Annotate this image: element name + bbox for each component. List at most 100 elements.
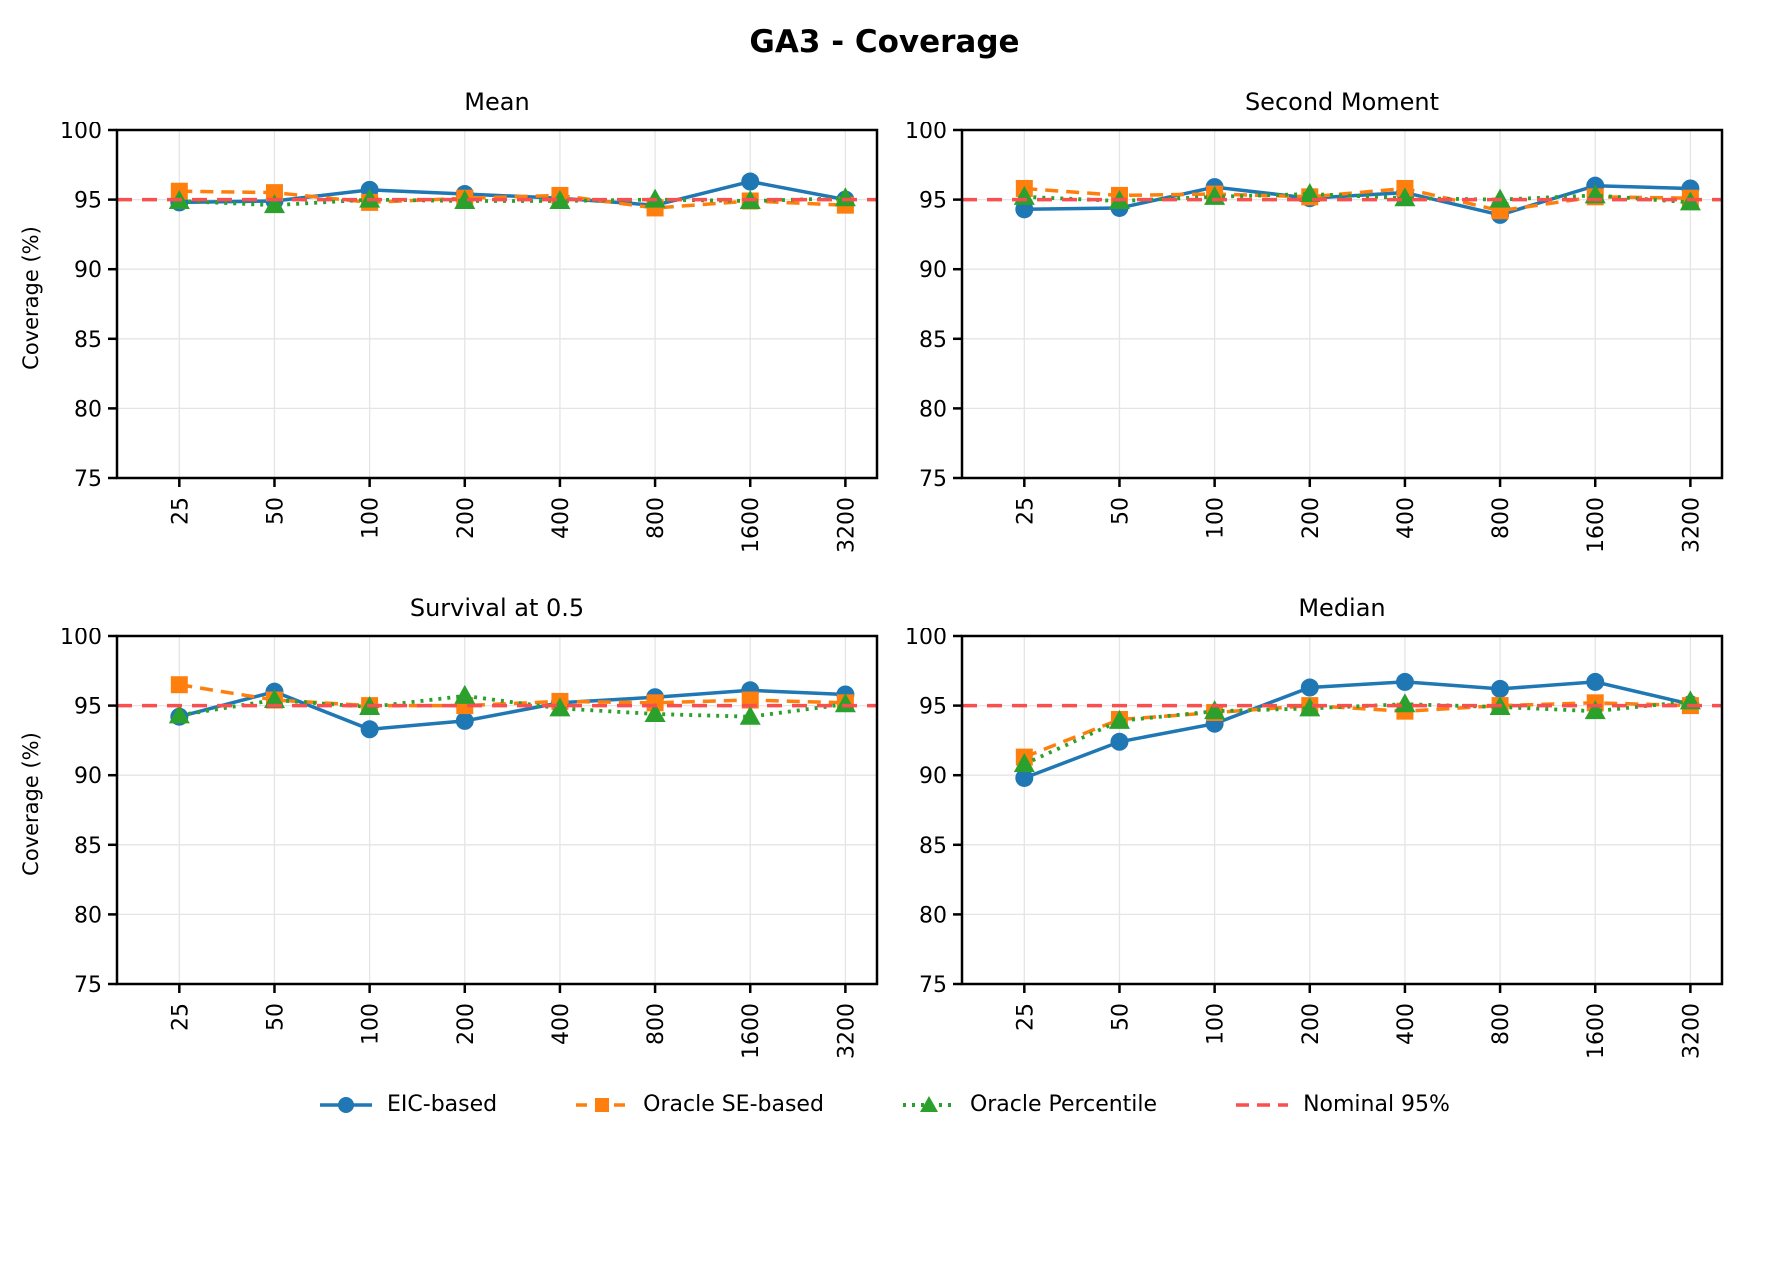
chart-canvas-second-moment: 75 80 85 90 95 100 25 50 100 200 400 800 1600 3200 <box>905 119 1724 553</box>
x-tick-label: 25 <box>168 497 193 525</box>
chart-canvas-median: 75 80 85 90 95 100 25 50 100 200 400 800 1600 3200 <box>905 625 1724 1059</box>
y-tick-label: 95 <box>74 189 102 214</box>
circle-marker-icon <box>1300 678 1319 697</box>
nominal-dashed-swatch-icon <box>1236 1102 1289 1107</box>
legend-item-se: Oracle SE-based <box>575 1092 824 1117</box>
y-tick-label: 75 <box>74 467 102 492</box>
x-tick-label: 25 <box>1013 497 1038 525</box>
square-marker-icon <box>265 184 283 202</box>
y-axis-label-row2-cell: Coverage (%) <box>10 594 52 1074</box>
y-tick-label: 80 <box>919 903 947 928</box>
triangle-marker-icon <box>263 689 285 709</box>
x-tick-label: 3200 <box>1679 1003 1704 1059</box>
triangle-marker-icon <box>1108 709 1130 729</box>
series-eic <box>1015 672 1700 787</box>
chart-median: Median 75 80 85 90 95 100 25 50 100 200 400 800 1600… <box>897 594 1742 1074</box>
x-tick-label: 400 <box>1394 497 1419 539</box>
x-tick-label: 100 <box>1204 1003 1229 1045</box>
chart-survival: Survival at 0.5 75 80 85 90 95 100 25 50 100 200 4… <box>52 594 897 1074</box>
pct-dotted-triangle-swatch-icon <box>902 1095 955 1112</box>
y-axis-label: Coverage (%) <box>19 732 44 876</box>
y-tick-label: 100 <box>905 122 947 144</box>
y-tick-label: 75 <box>74 973 102 998</box>
series-pct-line <box>178 693 846 719</box>
y-tick-label: 80 <box>74 397 102 422</box>
y-tick-label: 95 <box>919 695 947 720</box>
triangle-marker-icon <box>1299 697 1321 717</box>
circle-marker-icon <box>1491 679 1510 698</box>
y-tick-label: 80 <box>919 397 947 422</box>
triangle-marker-icon <box>739 705 761 725</box>
charts-grid: Coverage (%) Mean 75 80 85 90 95 100 25 50 100 20… <box>10 88 1769 1074</box>
eic-line-circle-swatch-icon <box>320 1096 373 1113</box>
triangle-marker-icon <box>263 194 285 214</box>
circle-marker-icon <box>338 1096 355 1113</box>
series-eic-line <box>178 688 846 732</box>
x-tick-label: 200 <box>1299 497 1324 539</box>
y-axis-label-row1-cell: Coverage (%) <box>10 88 52 568</box>
legend-label-se: Oracle SE-based <box>643 1092 824 1117</box>
triangle-marker-icon <box>834 693 856 713</box>
y-tick-label: 85 <box>74 328 102 353</box>
chart-title-median: Median <box>1298 594 1386 622</box>
x-tick-label: 25 <box>168 1003 193 1031</box>
triangle-marker-icon <box>549 189 571 209</box>
x-tick-label: 1600 <box>739 497 764 553</box>
triangle-marker-icon <box>1584 700 1606 720</box>
series-se-line <box>1024 186 1691 213</box>
y-tick-label: 100 <box>60 122 102 144</box>
series-eic-line <box>1023 680 1691 780</box>
triangle-marker-icon <box>1204 700 1226 720</box>
circle-marker-icon <box>455 711 474 730</box>
x-tick-label: 3200 <box>834 497 859 553</box>
series-pct-line <box>1023 699 1691 766</box>
legend-item-eic: EIC-based <box>319 1092 497 1117</box>
chart-title-mean: Mean <box>464 88 530 116</box>
y-tick-label: 85 <box>919 328 947 353</box>
circle-marker-icon <box>360 720 379 739</box>
triangle-marker-icon <box>919 1095 938 1112</box>
triangle-marker-icon <box>168 704 190 724</box>
chart-mean: Mean 75 80 85 90 95 100 25 50 100 200 400 800 1600 32… <box>52 88 897 568</box>
x-tick-label: 3200 <box>1679 497 1704 553</box>
x-tick-label: 200 <box>454 497 479 539</box>
x-tick-label: 1600 <box>1584 1003 1609 1059</box>
x-tick-label: 400 <box>549 497 574 539</box>
y-tick-label: 75 <box>919 973 947 998</box>
triangle-marker-icon <box>1013 753 1035 773</box>
se-dashed-square-swatch-icon <box>576 1097 629 1112</box>
x-tick-label: 400 <box>1394 1003 1419 1045</box>
triangle-marker-icon <box>549 697 571 717</box>
x-tick-label: 100 <box>359 1003 384 1045</box>
triangle-marker-icon <box>1299 183 1321 203</box>
triangle-marker-icon <box>454 684 476 704</box>
triangle-marker-icon <box>834 187 856 207</box>
x-tick-label: 1600 <box>1584 497 1609 553</box>
x-tick-label: 800 <box>644 497 669 539</box>
y-tick-label: 90 <box>74 258 102 283</box>
legend-label-nominal: Nominal 95% <box>1303 1092 1450 1117</box>
x-tick-label: 400 <box>549 1003 574 1045</box>
y-tick-label: 90 <box>919 764 947 789</box>
triangle-marker-icon <box>1394 187 1416 207</box>
circle-marker-icon <box>1395 672 1414 691</box>
circle-marker-icon <box>741 172 760 191</box>
chart-canvas-survival: 75 80 85 90 95 100 25 50 100 200 400 800 1600 3200 <box>60 625 879 1059</box>
x-tick-label: 1600 <box>739 1003 764 1059</box>
chart-title-survival: Survival at 0.5 <box>409 594 585 622</box>
x-tick-label: 800 <box>1489 1003 1514 1045</box>
y-tick-label: 90 <box>919 258 947 283</box>
legend-label-pct: Oracle Percentile <box>969 1092 1158 1117</box>
legend: EIC-based Oracle SE-based Oracle Percent… <box>0 1092 1769 1117</box>
series-pct-line <box>179 196 846 208</box>
legend-item-pct: Oracle Percentile <box>902 1092 1157 1117</box>
legend-label-eic: EIC-based <box>387 1092 498 1117</box>
circle-marker-icon <box>1110 732 1129 751</box>
series-pct-line <box>1024 192 1691 205</box>
x-tick-label: 25 <box>1013 1003 1038 1031</box>
circle-marker-icon <box>1015 768 1034 787</box>
x-tick-label: 100 <box>359 497 384 539</box>
square-marker-icon <box>170 676 188 694</box>
square-marker-icon <box>595 1097 610 1112</box>
y-tick-label: 100 <box>60 628 102 650</box>
